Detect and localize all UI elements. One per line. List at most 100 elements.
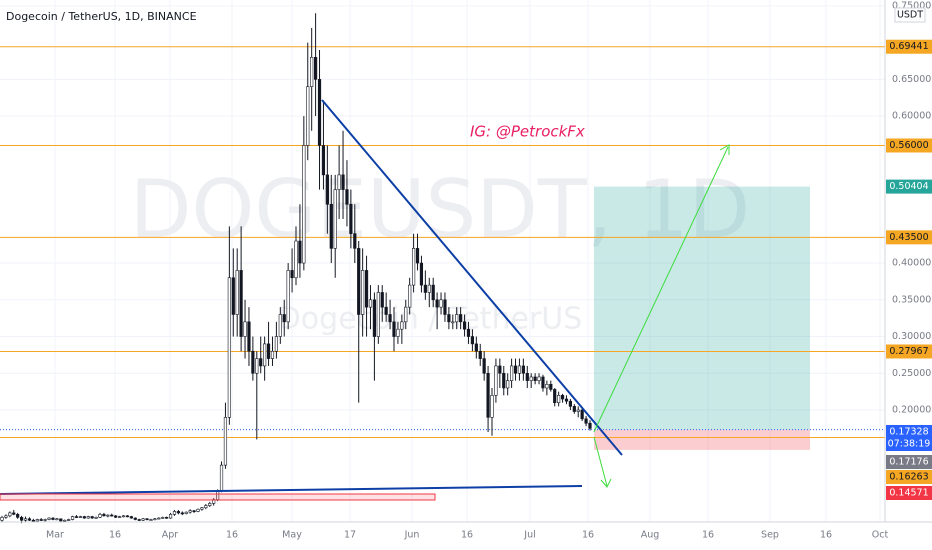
stop-zone	[594, 429, 810, 450]
candle-body	[345, 189, 349, 205]
candle-body	[404, 306, 408, 323]
candle-body	[451, 321, 455, 324]
candle-body	[502, 372, 506, 389]
x-tick-label: Oct	[872, 530, 889, 541]
candle-body	[545, 384, 549, 389]
stop-label: 0.14571	[889, 488, 928, 499]
candle-body	[125, 515, 130, 518]
candle-body	[490, 395, 494, 418]
candle-body	[384, 306, 388, 315]
target-zone	[594, 186, 810, 430]
candle-body	[165, 517, 169, 519]
candle-body	[157, 517, 161, 520]
candle-body	[243, 321, 247, 337]
x-tick-label: Jul	[523, 530, 535, 541]
level-label-box	[886, 470, 932, 484]
x-tick-label: May	[282, 530, 302, 541]
candle-body	[298, 240, 302, 264]
candle-body	[584, 418, 588, 424]
candle-body	[415, 248, 420, 264]
candle-body	[392, 321, 396, 337]
candle-body	[400, 321, 404, 330]
candle-body	[513, 365, 518, 374]
candle-body	[588, 422, 592, 429]
candle-body	[459, 314, 463, 323]
prev-close-label: 0.17176	[889, 457, 928, 468]
candle-body	[525, 372, 529, 381]
candle-body	[55, 518, 59, 521]
candle-body	[388, 314, 392, 323]
annotation: IG: @PetrockFx	[470, 123, 585, 141]
level-label: 0.43500	[889, 232, 928, 243]
last-price-label-box	[886, 425, 932, 439]
levels	[0, 46, 885, 438]
candles	[0, 13, 592, 524]
candle-body	[439, 299, 443, 308]
candle-body	[263, 343, 267, 367]
candle-body	[337, 174, 341, 190]
candle-body	[282, 314, 286, 323]
candle-body	[361, 270, 365, 315]
candle-body	[59, 518, 63, 522]
level-label: 0.69441	[889, 41, 928, 52]
arrow-head	[600, 478, 612, 488]
candle-body	[376, 292, 380, 337]
y-tick-label: 0.25000	[892, 368, 931, 379]
candle-body	[521, 365, 525, 374]
arrow	[593, 146, 729, 433]
candle-body	[176, 511, 181, 514]
candle-body	[435, 299, 439, 308]
target-label: 0.50404	[889, 181, 928, 192]
candle-body	[333, 189, 337, 249]
candle-body	[74, 516, 79, 518]
prev-close-label-box	[886, 455, 932, 469]
candle-body	[494, 365, 498, 396]
candle-body	[219, 464, 224, 492]
candle-body	[443, 299, 447, 315]
x-tick-label: Aug	[641, 530, 660, 541]
candle-body	[270, 350, 275, 359]
y-tick-label: 0.20000	[892, 405, 931, 416]
candle-body	[478, 350, 482, 359]
candle-body	[188, 510, 192, 513]
candle-body	[19, 517, 24, 521]
level-label: 0.56000	[889, 140, 928, 151]
candle-body	[78, 516, 82, 518]
candle-body	[121, 515, 126, 518]
candle-body	[357, 248, 361, 315]
symbol-title: Dogecoin / TetherUS, 1D, BINANCE	[6, 10, 197, 23]
candle-body	[4, 515, 8, 518]
candle-body	[553, 389, 557, 403]
candle-body	[529, 376, 533, 381]
candle-body	[0, 517, 4, 521]
candle-body	[313, 57, 318, 80]
candle-body	[223, 417, 228, 466]
candle-body	[196, 508, 200, 512]
candle-body	[470, 336, 475, 345]
candle-body	[294, 240, 298, 279]
candle-body	[172, 511, 177, 515]
candle-body	[549, 384, 553, 390]
candle-body	[427, 284, 431, 293]
axis-labels: 0.75000 0.65000 0.60000 0.40000 0.35000 0.300…	[46, 0, 932, 541]
candle-body	[517, 365, 522, 374]
candle-body	[133, 517, 137, 520]
candle-body	[411, 248, 416, 286]
candle-body	[419, 262, 424, 286]
level-label-box	[886, 39, 932, 54]
y-tick-label: 0.65000	[892, 74, 931, 85]
position-tool	[594, 186, 810, 450]
x-tick-label: 16	[226, 530, 238, 541]
x-tick-label: Apr	[162, 530, 179, 541]
candle-body	[349, 203, 353, 234]
candle-body	[106, 514, 110, 517]
candle-body	[321, 145, 326, 176]
candle-body	[306, 86, 310, 146]
candle-body	[149, 519, 153, 521]
candle-body	[462, 321, 467, 330]
candle-body	[184, 511, 188, 514]
level-label-box	[886, 138, 932, 153]
candle-body	[12, 512, 16, 515]
candle-body	[580, 409, 584, 420]
